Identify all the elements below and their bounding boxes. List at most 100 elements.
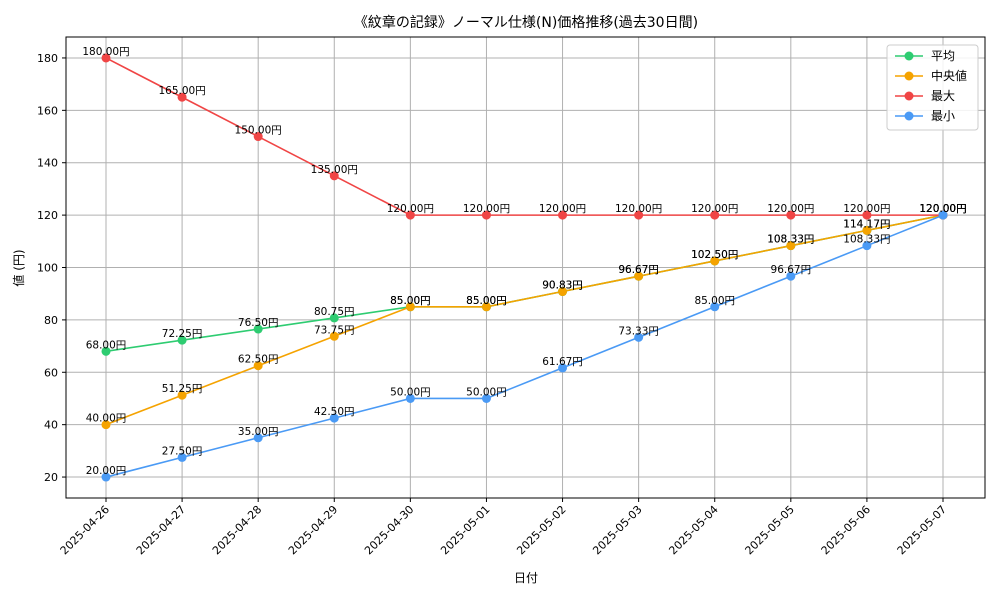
data-point <box>177 452 187 462</box>
legend-label: 最大 <box>931 89 955 103</box>
y-tick-label: 80 <box>44 314 58 327</box>
legend-swatch-marker <box>904 91 914 101</box>
data-point <box>405 302 415 312</box>
series-line <box>105 214 944 426</box>
data-point <box>634 332 644 342</box>
data-point <box>101 472 111 482</box>
x-tick-label: 2025-05-04 <box>666 503 720 557</box>
data-label: 85.00円 <box>466 295 507 307</box>
x-tick-label: 2025-04-30 <box>362 503 416 557</box>
legend-swatch-marker <box>904 71 914 81</box>
data-point <box>405 210 415 220</box>
data-label: 120.00円 <box>463 203 510 215</box>
data-point <box>177 335 187 345</box>
series-line <box>105 214 944 478</box>
data-point <box>253 324 263 334</box>
data-point <box>558 287 568 297</box>
data-point <box>405 393 415 403</box>
data-label: 27.50円 <box>162 445 203 457</box>
data-label: 120.00円 <box>919 203 966 215</box>
data-label: 90.83円 <box>542 280 583 292</box>
y-tick-label: 20 <box>44 471 58 484</box>
data-label: 108.33円 <box>767 234 814 246</box>
data-label: 96.67円 <box>618 264 659 276</box>
y-tick-label: 100 <box>37 262 58 275</box>
y-axis-label: 値 (円) <box>11 249 26 286</box>
series-line <box>105 214 944 353</box>
data-point <box>101 420 111 430</box>
data-label: 96.67円 <box>771 264 812 276</box>
data-label: 135.00円 <box>311 164 358 176</box>
data-label: 73.33円 <box>618 325 659 337</box>
series-line <box>105 57 943 216</box>
x-tick-label: 2025-05-02 <box>514 503 568 557</box>
data-label: 42.50円 <box>314 406 355 418</box>
data-label: 114.17円 <box>843 218 890 230</box>
data-label: 180.00円 <box>82 46 129 58</box>
data-point <box>862 225 872 235</box>
data-label: 40.00円 <box>86 413 127 425</box>
data-point <box>634 271 644 281</box>
data-label: 120.00円 <box>539 203 586 215</box>
data-label: 120.00円 <box>387 203 434 215</box>
data-label: 108.33円 <box>767 234 814 246</box>
data-point <box>938 210 948 220</box>
data-label: 102.50円 <box>691 249 738 261</box>
data-point <box>786 271 796 281</box>
data-label: 61.67円 <box>542 356 583 368</box>
data-point <box>862 210 872 220</box>
data-point <box>329 313 339 323</box>
y-tick-label: 120 <box>37 209 58 222</box>
chart-title: 《紋章の記録》ノーマル仕様(N)価格推移(過去30日間) <box>354 14 698 31</box>
legend-label: 平均 <box>931 49 955 63</box>
y-tick-label: 40 <box>44 419 58 432</box>
data-label: 90.83円 <box>542 280 583 292</box>
data-point <box>253 132 263 142</box>
data-point <box>786 210 796 220</box>
legend-swatch-marker <box>904 51 914 61</box>
x-tick-label: 2025-05-06 <box>819 503 873 557</box>
data-point <box>710 256 720 266</box>
y-axis: 20 40 60 80 100 120 140 160 180 <box>37 52 66 484</box>
data-label: 114.17円 <box>843 218 890 230</box>
x-tick-label: 2025-05-07 <box>895 503 949 557</box>
data-label: 120.00円 <box>691 203 738 215</box>
legend-label: 中央値 <box>931 68 967 83</box>
data-point <box>862 241 872 251</box>
data-label: 85.00円 <box>390 295 431 307</box>
x-tick-label: 2025-05-01 <box>438 503 492 557</box>
data-point <box>329 331 339 341</box>
data-label: 120.00円 <box>919 203 966 215</box>
data-label: 120.00円 <box>615 203 662 215</box>
legend-swatch-marker <box>904 111 914 121</box>
y-tick-label: 180 <box>37 52 58 65</box>
data-point <box>481 393 491 403</box>
x-tick-label: 2025-05-05 <box>743 503 797 557</box>
data-label: 120.00円 <box>767 203 814 215</box>
data-label: 96.67円 <box>618 264 659 276</box>
data-label: 20.00円 <box>86 465 127 477</box>
data-point <box>481 302 491 312</box>
legend-box <box>886 44 979 131</box>
data-point <box>786 241 796 251</box>
data-label: 50.00円 <box>390 386 431 398</box>
data-point <box>710 210 720 220</box>
data-label: 85.00円 <box>390 295 431 307</box>
data-label: 120.00円 <box>919 203 966 215</box>
data-point <box>101 346 111 356</box>
data-label: 68.00円 <box>86 339 127 351</box>
data-label: 85.00円 <box>466 295 507 307</box>
data-label: 120.00円 <box>919 203 966 215</box>
data-point <box>177 390 187 400</box>
data-point <box>481 210 491 220</box>
legend-label: 最小 <box>931 109 955 123</box>
x-axis: 2025-04-26 2025-04-27 2025-04-28 2025-04-29… <box>58 498 949 557</box>
data-label: 120.00円 <box>843 203 890 215</box>
x-tick-label: 2025-04-29 <box>286 503 340 557</box>
data-label: 85.00円 <box>694 295 735 307</box>
data-point <box>253 433 263 443</box>
data-point <box>634 210 644 220</box>
